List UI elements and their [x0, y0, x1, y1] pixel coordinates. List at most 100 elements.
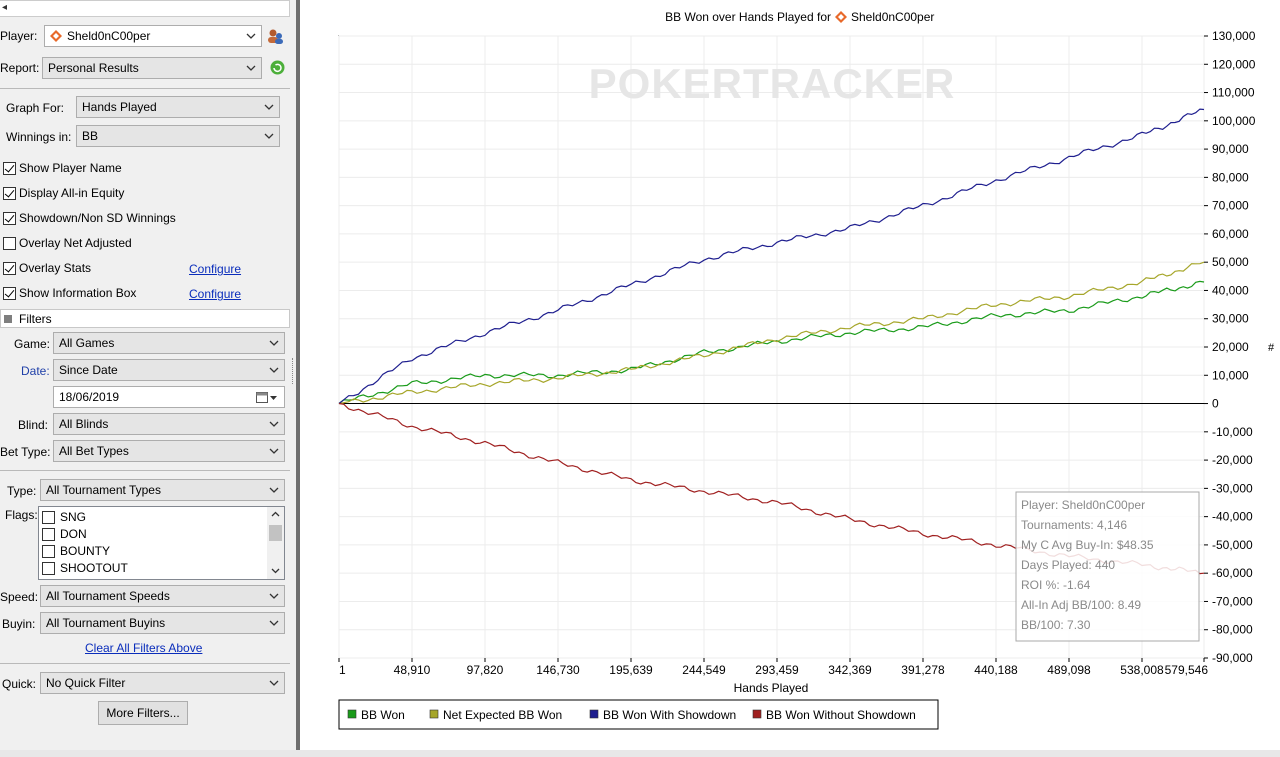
calendar-icon[interactable] [256, 391, 278, 404]
collapse-icon[interactable] [4, 315, 12, 323]
y-tick-label: 0 [1212, 397, 1219, 411]
option-checkbox[interactable] [3, 262, 16, 275]
tournament-type-select[interactable]: All Tournament Types [40, 479, 285, 501]
flags-scrollbar[interactable] [267, 507, 284, 579]
legend-swatch [589, 709, 599, 719]
splitter-grip[interactable] [292, 358, 295, 384]
speed-label: Speed: [0, 590, 39, 604]
info-box-line: Days Played: 440 [1021, 558, 1115, 572]
option-checkbox[interactable] [3, 162, 16, 175]
filters-header[interactable]: Filters [0, 309, 290, 328]
y-tick-label: 30,000 [1212, 312, 1249, 326]
option-checkbox[interactable] [3, 187, 16, 200]
more-filters-button[interactable]: More Filters... [98, 701, 188, 725]
checkbox[interactable] [42, 544, 55, 558]
flag-shootout[interactable]: SHOOTOUT [42, 560, 128, 576]
y-tick-label: 60,000 [1212, 227, 1249, 241]
checkbox[interactable] [42, 561, 55, 575]
info-box-line: All-In Adj BB/100: 8.49 [1021, 598, 1141, 612]
option-checkbox[interactable] [3, 212, 16, 225]
report-label: Report: [0, 61, 40, 75]
x-tick-label: 440,188 [974, 663, 1018, 677]
checkbox[interactable] [42, 527, 55, 541]
y-tick-label: -20,000 [1212, 453, 1253, 467]
type-label: Type: [7, 484, 37, 498]
y-tick-label: -10,000 [1212, 425, 1253, 439]
checkbox[interactable] [42, 510, 55, 524]
blind-value: All Blinds [59, 417, 109, 431]
divider [0, 663, 290, 664]
player-select[interactable]: Sheld0nC00per [44, 25, 262, 47]
winnings-in-select[interactable]: BB [76, 125, 280, 147]
panel-splitter[interactable] [296, 0, 300, 750]
player-users-icon[interactable] [267, 28, 284, 44]
legend-swatch [752, 709, 762, 719]
bet-type-select[interactable]: All Bet Types [53, 440, 285, 462]
graph-for-label: Graph For: [6, 101, 65, 115]
buyin-value: All Tournament Buyins [46, 616, 166, 630]
filters-title: Filters [19, 312, 52, 326]
x-tick-label: 579,546 [1165, 663, 1209, 677]
date-value: 18/06/2019 [59, 390, 120, 404]
chevron-down-icon [269, 340, 279, 346]
y-tick-label: -50,000 [1212, 538, 1253, 552]
option-checkbox[interactable] [3, 287, 16, 300]
chevron-down-icon [269, 620, 279, 626]
chevron-down-icon [269, 487, 279, 493]
y-tick-label: 100,000 [1212, 114, 1256, 128]
graph-for-select[interactable]: Hands Played [76, 96, 280, 118]
date-label: Date: [21, 364, 50, 378]
y-tick-label: -40,000 [1212, 510, 1253, 524]
y-tick-label: -60,000 [1212, 566, 1253, 580]
player-label: Player: [0, 29, 38, 43]
game-select[interactable]: All Games [53, 332, 285, 354]
chevron-down-icon [246, 65, 256, 71]
report-select[interactable]: Personal Results [42, 57, 262, 79]
x-axis-label: Hands Played [734, 681, 809, 695]
horizontal-scrollbar[interactable]: ◂ [0, 0, 290, 17]
graph-for-value: Hands Played [82, 100, 157, 114]
quick-filter-select[interactable]: No Quick Filter [40, 672, 285, 694]
x-tick-label: 489,098 [1047, 663, 1091, 677]
x-tick-label: 342,369 [828, 663, 872, 677]
y-tick-label: 80,000 [1212, 170, 1249, 184]
configure-info-box-link[interactable]: Configure [189, 287, 242, 301]
speed-select[interactable]: All Tournament Speeds [40, 585, 285, 607]
date-picker[interactable]: 18/06/2019 [53, 386, 285, 408]
flag-don[interactable]: DON [42, 526, 87, 542]
legend-swatch [429, 709, 439, 719]
quick-label: Quick: [2, 677, 37, 691]
chevron-down-icon[interactable] [271, 568, 280, 574]
flag-label: DON [60, 527, 87, 541]
configure-overlay-stats-link[interactable]: Configure [189, 262, 242, 276]
flag-sng[interactable]: SNG [42, 509, 86, 525]
chevron-down-icon [269, 421, 279, 427]
x-tick-label: 195,639 [609, 663, 653, 677]
x-tick-label: 1 [339, 663, 346, 677]
game-value: All Games [59, 336, 115, 350]
y-tick-label: -90,000 [1212, 651, 1253, 665]
buyin-select[interactable]: All Tournament Buyins [40, 612, 285, 634]
blind-select[interactable]: All Blinds [53, 413, 285, 435]
y-tick-label: 130,000 [1212, 29, 1256, 43]
date-select[interactable]: Since Date [53, 359, 285, 381]
scroll-thumb[interactable] [269, 525, 282, 541]
legend-label: BB Won [361, 708, 405, 722]
x-tick-label: 146,730 [536, 663, 580, 677]
flag-bounty[interactable]: BOUNTY [42, 543, 110, 559]
scroll-left-icon[interactable]: ◂ [2, 2, 8, 13]
clear-all-filters-link[interactable]: Clear All Filters Above [85, 641, 203, 655]
chevron-up-icon[interactable] [271, 511, 280, 517]
option-checkbox[interactable] [3, 237, 16, 250]
legend-label: Net Expected BB Won [443, 708, 562, 722]
info-box-line: BB/100: 7.30 [1021, 618, 1091, 632]
legend-label: BB Won With Showdown [603, 708, 736, 722]
game-label: Game: [14, 337, 51, 351]
flag-label: SNG [60, 510, 87, 524]
date-mode-value: Since Date [59, 363, 118, 377]
chart-panel: BB Won over Hands Played for Sheld0nC00pe… [300, 0, 1280, 750]
buyin-label: Buyin: [2, 617, 36, 631]
flags-label: Flags: [5, 508, 38, 522]
report-refresh-icon[interactable] [270, 60, 285, 75]
bb-won-chart: BB Won over Hands Played for Sheld0nC00pe… [338, 10, 1275, 730]
